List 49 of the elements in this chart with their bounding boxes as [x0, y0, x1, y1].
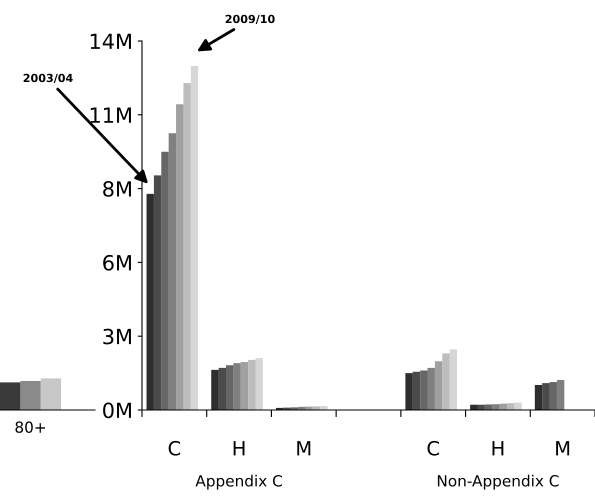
bar [434, 361, 442, 410]
x-tick-label: M [556, 441, 570, 456]
bar [514, 402, 522, 410]
bar [183, 83, 191, 410]
bar [146, 194, 154, 410]
y-tick-label: 14M [90, 34, 131, 49]
bar [556, 380, 564, 410]
x-tick-label: H [234, 441, 244, 456]
text: 2009/10 [226, 14, 275, 24]
x-tick-label: M [297, 441, 310, 456]
y-tick-label: 11M [90, 108, 131, 123]
bar [176, 104, 184, 410]
bar [405, 373, 413, 410]
bar [477, 404, 485, 410]
bar [550, 382, 557, 410]
bar [240, 362, 248, 410]
bar [412, 372, 420, 410]
bar [190, 66, 198, 410]
bar [534, 384, 542, 410]
bar [428, 368, 435, 410]
x-tick-label: C [168, 440, 180, 456]
bar [470, 404, 478, 410]
text: Non-Appendix C [438, 474, 559, 490]
bar [500, 404, 507, 410]
x-tick-label: C [428, 440, 439, 456]
bar [226, 365, 234, 410]
bar [506, 403, 514, 410]
bar [218, 368, 226, 410]
bar [542, 383, 550, 410]
y-tick-label: 3M [103, 328, 131, 344]
bar [450, 349, 458, 410]
y-tick-label: 0M [103, 402, 131, 418]
bar [420, 370, 428, 410]
x-tick-label: 80+ [15, 421, 46, 433]
bar [161, 152, 169, 410]
bar [211, 370, 219, 410]
bar [248, 360, 256, 410]
bar [154, 175, 162, 410]
bar [233, 363, 241, 410]
y-tick-label: 8M [103, 181, 131, 197]
x-tick-label: H [492, 441, 504, 456]
annotation: 2003/04 [24, 74, 73, 84]
bar [492, 404, 500, 410]
bar [256, 358, 263, 410]
bar [168, 133, 176, 410]
y-tick-label: 6M [103, 254, 131, 271]
bar [442, 353, 450, 410]
bar [320, 406, 328, 410]
text: Appendix C [195, 474, 282, 490]
